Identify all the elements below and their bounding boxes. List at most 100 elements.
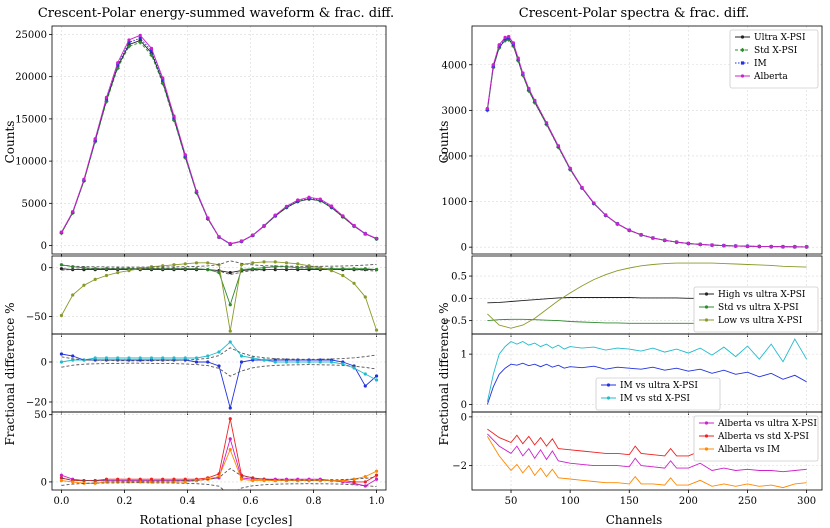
legend-marker — [740, 61, 745, 65]
legend-box — [595, 377, 721, 411]
series-group — [59, 417, 379, 490]
data-point — [206, 216, 210, 220]
data-point — [273, 260, 277, 264]
data-point — [781, 245, 785, 249]
data-point — [127, 269, 131, 273]
data-point — [262, 224, 266, 228]
legend-marker — [704, 292, 709, 296]
legend-marker — [606, 396, 611, 400]
series-line-envelope-upper — [61, 260, 377, 268]
data-point — [116, 63, 120, 67]
data-point — [161, 356, 165, 360]
data-point — [228, 448, 232, 452]
data-point — [82, 177, 86, 181]
data-point — [228, 406, 232, 410]
x-tick-label: 1.0 — [369, 496, 385, 507]
y-tick-label: 1000 — [442, 197, 467, 208]
legend-marker — [704, 305, 709, 309]
legend-marker — [704, 421, 709, 425]
y-tick-label: 15000 — [15, 114, 47, 125]
data-point — [59, 313, 64, 318]
data-point — [262, 478, 266, 483]
data-point — [329, 269, 334, 273]
data-point — [228, 329, 232, 333]
data-point — [206, 354, 210, 358]
data-point — [296, 198, 300, 202]
data-point — [284, 204, 289, 208]
data-point — [71, 480, 75, 484]
data-point — [172, 356, 176, 360]
x-tick-label: 200 — [679, 496, 698, 507]
data-point — [160, 81, 165, 86]
right-panel-frac-diff-3: 0 −2 50 100 150 200 250 300 Alberta vs ultra X-P… — [452, 411, 823, 507]
data-point — [127, 40, 131, 45]
data-point — [228, 270, 232, 275]
series-line-alberta-vs-im — [487, 436, 807, 489]
series-line-std-x-psi — [61, 41, 377, 245]
data-point — [217, 350, 221, 354]
legend-entry: Std X-PSI — [754, 46, 798, 56]
x-tick-label: 0.0 — [53, 496, 69, 507]
data-point — [251, 478, 255, 483]
series-line-envelope-upper — [61, 347, 377, 362]
data-point — [116, 270, 120, 275]
data-point — [138, 36, 142, 40]
data-point — [491, 63, 495, 67]
data-point — [352, 223, 356, 228]
series-line-low-vs-ultra-x-psi — [487, 262, 807, 329]
y-tick-label: −50 — [26, 312, 47, 323]
data-point — [757, 244, 761, 249]
y-tick-label: 0 — [41, 358, 47, 369]
data-point — [592, 201, 596, 205]
data-point — [722, 243, 726, 248]
legend-box — [693, 286, 819, 333]
data-point — [239, 360, 244, 364]
data-point — [59, 478, 64, 483]
right-panel-frac-diff-2: 1 0 IM vs ultra X-PSI IM vs std X-PSI — [461, 333, 823, 415]
data-point — [544, 121, 549, 125]
data-point — [805, 245, 809, 249]
right-chart-title: Crescent-Polar spectra & frac. diff. — [519, 6, 750, 21]
y-tick-label: 0 — [461, 400, 467, 411]
data-point — [516, 56, 520, 60]
data-point — [533, 98, 537, 102]
right-xlabel: Channels — [606, 513, 663, 527]
data-point — [363, 267, 367, 271]
x-tick-label: 0.4 — [180, 496, 196, 507]
data-point — [104, 356, 109, 360]
left-chart-title: Crescent-Polar energy-summed waveform & … — [38, 6, 394, 21]
y-tick-label: 0 — [461, 412, 467, 423]
data-point — [93, 478, 97, 483]
data-point — [307, 195, 311, 199]
data-point — [116, 477, 120, 481]
data-point — [284, 360, 289, 364]
data-point — [228, 340, 232, 344]
x-tick-label: 300 — [797, 496, 816, 507]
data-point — [363, 484, 367, 488]
series-line-im — [61, 37, 377, 245]
data-point — [374, 374, 379, 378]
data-point — [318, 197, 322, 201]
data-point — [296, 266, 300, 270]
y-tick-label: 0.5 — [451, 272, 467, 283]
legend-entry: Ultra X-PSI — [754, 33, 806, 43]
data-point — [228, 417, 232, 421]
data-point — [307, 360, 311, 364]
data-point — [352, 480, 356, 484]
data-point — [127, 356, 131, 360]
series-line-envelope-lower — [61, 482, 377, 490]
series-line-ultra-x-psi — [61, 39, 377, 245]
data-point — [183, 267, 187, 271]
data-point — [627, 228, 631, 232]
data-point — [296, 360, 300, 364]
data-point — [251, 261, 255, 265]
data-point — [59, 473, 64, 477]
series-line-im-vs-std-x-psi — [486, 338, 807, 402]
series-line-envelope-upper — [61, 467, 377, 482]
data-point — [161, 78, 165, 82]
left-ylabel-fracdiff: Fractional difference % — [3, 302, 17, 445]
data-point — [239, 354, 244, 358]
data-point — [194, 360, 199, 364]
